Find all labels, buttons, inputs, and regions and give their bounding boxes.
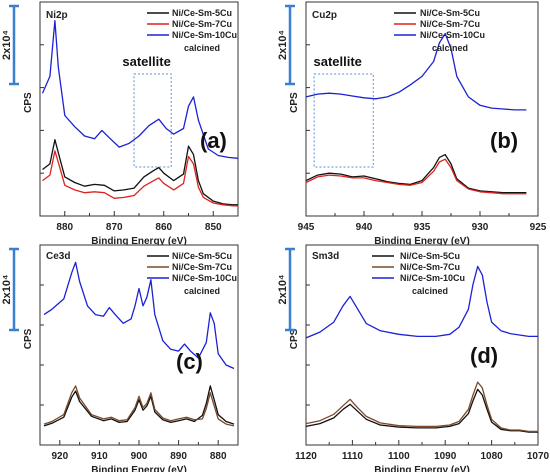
x-tick-label: 870 — [106, 222, 123, 233]
y-axis-title: CPS — [23, 328, 34, 349]
legend-entry: Ni/Ce-Sm-10Cu — [420, 30, 485, 40]
legend-entry: Ni/Ce-Sm-7Cu — [400, 262, 460, 272]
legend-entry: Ni/Ce-Sm-10Cu — [172, 30, 237, 40]
x-tick-label: 920 — [51, 451, 68, 462]
x-tick-label: 935 — [414, 222, 431, 233]
legend-entry: Ni/Ce-Sm-10Cu — [172, 273, 237, 283]
x-tick-label: 945 — [298, 222, 315, 233]
series-line — [43, 261, 235, 370]
series-line — [305, 153, 527, 194]
x-tick-label: 910 — [91, 451, 108, 462]
x-axis-title: Binding Energy (eV) — [91, 465, 187, 472]
scale-bar-label: 2x10⁴ — [1, 30, 13, 60]
series-line — [305, 265, 538, 339]
legend-entry: Ni/Ce-Sm-7Cu — [172, 19, 232, 29]
satellite-box — [133, 73, 172, 168]
element-label: Ni2p — [46, 10, 68, 21]
legend-entry: Ni/Ce-Sm-7Cu — [172, 262, 232, 272]
x-axis-title: Binding Energy (eV) — [374, 465, 470, 472]
x-tick-label: 850 — [205, 222, 222, 233]
series-line — [41, 19, 239, 159]
element-label: Ce3d — [46, 251, 70, 262]
element-label: Cu2p — [312, 10, 337, 21]
series-line — [305, 388, 538, 433]
legend-entry: Ni/Ce-Sm-5Cu — [420, 8, 480, 18]
legend-note: calcined — [432, 43, 468, 53]
x-tick-label: 860 — [155, 222, 172, 233]
element-label: Sm3d — [312, 251, 339, 262]
legend-entry: Ni/Ce-Sm-7Cu — [420, 19, 480, 29]
x-tick-label: 925 — [530, 222, 547, 233]
satellite-annotation: satellite — [313, 54, 361, 69]
x-tick-label: 1070 — [527, 451, 550, 462]
legend-entry: Ni/Ce-Sm-5Cu — [400, 251, 460, 261]
legend-entry: Ni/Ce-Sm-5Cu — [172, 8, 232, 18]
scale-bar-label: 2x10⁴ — [1, 275, 13, 305]
panel-label: (b) — [490, 128, 518, 153]
plot-frame — [305, 244, 539, 446]
y-axis-title: CPS — [289, 92, 300, 113]
series-line — [305, 381, 538, 433]
x-tick-label: 890 — [170, 451, 187, 462]
plot-frame — [39, 1, 239, 217]
x-axis-title: Binding Energy (eV) — [374, 236, 470, 247]
x-tick-label: 880 — [210, 451, 227, 462]
scale-bar-label: 2x10⁴ — [277, 30, 289, 60]
legend-note: calcined — [184, 43, 220, 53]
satellite-box — [313, 73, 374, 168]
x-tick-label: 1090 — [434, 451, 457, 462]
series-line — [305, 158, 527, 195]
x-tick-label: 940 — [356, 222, 373, 233]
panel-label: (d) — [470, 343, 498, 368]
series-line — [43, 385, 235, 427]
legend-entry: Ni/Ce-Sm-10Cu — [400, 273, 465, 283]
x-tick-label: 1110 — [342, 451, 364, 462]
x-tick-label: 1120 — [295, 451, 317, 462]
legend-note: calcined — [184, 286, 220, 296]
x-tick-label: 900 — [131, 451, 148, 462]
x-tick-label: 930 — [472, 222, 489, 233]
x-tick-label: 880 — [56, 222, 73, 233]
x-tick-label: 1100 — [388, 451, 410, 462]
y-axis-title: CPS — [23, 92, 34, 113]
series-line — [305, 32, 527, 111]
legend-note: calcined — [412, 286, 448, 296]
series-line — [42, 139, 238, 206]
legend-entry: Ni/Ce-Sm-5Cu — [172, 251, 232, 261]
scale-bar-label: 2x10⁴ — [277, 275, 289, 305]
panel-label: (a) — [200, 128, 227, 153]
series-line — [43, 385, 235, 427]
panel-label: (c) — [176, 349, 203, 374]
y-axis-title: CPS — [289, 328, 300, 349]
x-axis-title: Binding Energy (eV) — [91, 236, 187, 247]
x-tick-label: 1080 — [480, 451, 503, 462]
series-line — [42, 150, 238, 207]
satellite-annotation: satellite — [122, 54, 170, 69]
